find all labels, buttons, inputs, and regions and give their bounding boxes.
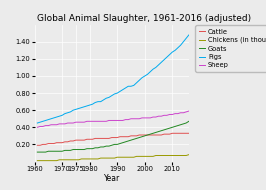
Pigs	[151, 68, 155, 70]
Cattle	[171, 132, 174, 135]
X-axis label: Year: Year	[103, 174, 120, 183]
Goats	[121, 142, 124, 144]
Pigs	[91, 103, 94, 105]
Cattle	[39, 144, 42, 146]
Cattle	[129, 135, 132, 137]
Goats	[129, 139, 132, 141]
Title: Global Animal Slaughter, 1961-2016 (adjusted): Global Animal Slaughter, 1961-2016 (adju…	[37, 13, 251, 23]
Sheep	[129, 118, 132, 120]
Line: Sheep: Sheep	[37, 111, 189, 127]
Pigs	[36, 122, 39, 124]
Legend: Cattle, Chickens (in thousands), Goats, Pigs, Sheep: Cattle, Chickens (in thousands), Goats, …	[195, 25, 266, 72]
Sheep	[121, 119, 124, 122]
Chickens (in thousands)	[121, 156, 124, 158]
Chickens (in thousands)	[135, 155, 138, 158]
Sheep	[151, 116, 155, 118]
Cattle	[121, 136, 124, 138]
Pigs	[129, 85, 132, 87]
Cattle	[135, 135, 138, 137]
Chickens (in thousands)	[129, 156, 132, 158]
Chickens (in thousands)	[187, 154, 190, 156]
Goats	[39, 151, 42, 153]
Chickens (in thousands)	[39, 160, 42, 162]
Goats	[91, 147, 94, 150]
Chickens (in thousands)	[36, 160, 39, 162]
Goats	[135, 137, 138, 139]
Cattle	[91, 138, 94, 140]
Cattle	[36, 144, 39, 146]
Cattle	[151, 134, 155, 136]
Line: Cattle: Cattle	[37, 133, 189, 145]
Sheep	[135, 118, 138, 120]
Pigs	[121, 89, 124, 91]
Chickens (in thousands)	[151, 155, 155, 158]
Chickens (in thousands)	[91, 158, 94, 160]
Goats	[187, 120, 190, 123]
Sheep	[187, 110, 190, 112]
Line: Pigs: Pigs	[37, 35, 189, 123]
Sheep	[91, 120, 94, 123]
Sheep	[39, 125, 42, 128]
Pigs	[39, 121, 42, 123]
Cattle	[187, 132, 190, 135]
Sheep	[36, 126, 39, 128]
Goats	[151, 132, 155, 135]
Line: Goats: Goats	[37, 121, 189, 152]
Goats	[36, 151, 39, 153]
Pigs	[135, 82, 138, 84]
Line: Chickens (in thousands): Chickens (in thousands)	[37, 155, 189, 161]
Pigs	[187, 34, 190, 36]
